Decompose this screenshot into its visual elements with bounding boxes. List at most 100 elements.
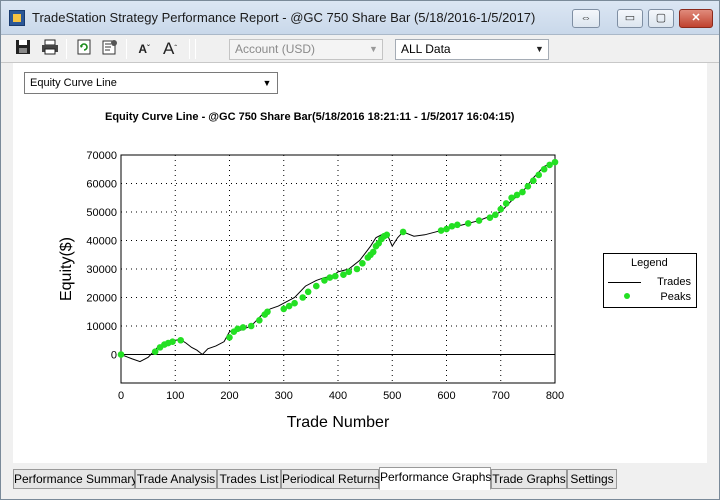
peak-point xyxy=(513,191,521,199)
chevron-down-icon: ▼ xyxy=(369,44,378,54)
maximize-button[interactable]: ▢ xyxy=(648,9,674,28)
peak-point xyxy=(326,274,334,281)
x-axis-label: Trade Number xyxy=(287,414,390,431)
peak-point xyxy=(551,158,559,166)
peak-point xyxy=(247,322,255,330)
peak-point xyxy=(256,317,263,324)
x-tick-label: 500 xyxy=(383,390,401,402)
x-tick-label: 800 xyxy=(546,390,564,402)
graph-type-value: Equity Curve Line xyxy=(30,77,117,89)
graph-type-select[interactable]: Equity Curve Line ▼ xyxy=(24,72,278,94)
peak-point xyxy=(353,265,361,273)
x-tick-label: 600 xyxy=(437,390,455,402)
restore-button[interactable]: ⇔ xyxy=(572,9,600,28)
peak-point xyxy=(331,272,339,280)
toolbar-separator xyxy=(126,39,127,59)
tab-performance-graphs[interactable]: Performance Graphs xyxy=(379,467,491,490)
chevron-down-icon[interactable]: ▼ xyxy=(262,78,272,88)
tab-trade-graphs[interactable]: Trade Graphs xyxy=(491,469,567,489)
peak-point xyxy=(239,324,247,331)
peak-point xyxy=(535,171,543,179)
peak-point xyxy=(285,302,293,310)
toolbar-separator xyxy=(66,39,67,59)
properties-icon[interactable] xyxy=(99,39,121,59)
y-tick-label: 50000 xyxy=(86,207,117,219)
minimize-button[interactable]: ▭ xyxy=(617,9,643,28)
legend-peaks-swatch xyxy=(624,293,630,299)
peak-point xyxy=(340,271,347,278)
peak-point xyxy=(169,338,176,345)
toolbar-separator xyxy=(189,39,190,59)
tab-settings[interactable]: Settings xyxy=(567,469,617,489)
decrease-font-icon[interactable]: Aˇ xyxy=(138,42,150,56)
legend-trades-swatch xyxy=(608,282,641,283)
peak-point xyxy=(540,165,548,173)
peak-point xyxy=(291,299,298,307)
peak-point xyxy=(497,205,505,213)
data-range-combo[interactable]: ALL Data ▼ xyxy=(395,39,549,60)
peak-point xyxy=(299,294,307,301)
peak-point xyxy=(177,336,184,344)
peak-point xyxy=(454,221,461,229)
y-tick-label: 20000 xyxy=(86,293,117,305)
tab-trade-analysis[interactable]: Trade Analysis xyxy=(135,469,217,489)
y-axis-label: Equity($) xyxy=(58,237,75,301)
peak-point xyxy=(530,177,537,184)
print-icon[interactable] xyxy=(39,39,61,59)
peak-point xyxy=(369,248,377,256)
x-tick-label: 100 xyxy=(166,390,184,402)
data-range-value: ALL Data xyxy=(401,42,451,56)
peak-point xyxy=(280,305,288,313)
window-title: TradeStation Strategy Performance Report… xyxy=(32,10,536,25)
increase-font-icon[interactable]: Aˆ xyxy=(162,39,177,58)
account-currency-value: Account (USD) xyxy=(235,42,316,56)
refresh-icon[interactable] xyxy=(73,39,95,59)
peak-point xyxy=(359,260,366,267)
y-tick-label: 0 xyxy=(111,350,117,362)
peak-point xyxy=(464,220,472,227)
y-tick-label: 60000 xyxy=(86,179,117,191)
peak-point xyxy=(264,308,271,316)
peak-point xyxy=(486,214,494,221)
title-bar: TradeStation Strategy Performance Report… xyxy=(1,1,719,35)
x-tick-label: 0 xyxy=(118,390,124,402)
peak-point xyxy=(524,183,532,190)
peak-point xyxy=(519,188,526,196)
account-currency-combo: Account (USD) ▼ xyxy=(229,39,383,60)
y-tick-label: 70000 xyxy=(86,150,117,162)
tab-trades-list[interactable]: Trades List xyxy=(217,469,281,489)
peak-point xyxy=(437,227,445,234)
close-button[interactable]: ✕ xyxy=(679,9,713,28)
x-tick-label: 700 xyxy=(492,390,510,402)
peak-point xyxy=(313,282,320,290)
peak-point xyxy=(492,211,499,219)
chart-legend: Legend Trades Peaks xyxy=(603,253,697,308)
peak-point xyxy=(151,348,159,355)
y-tick-label: 30000 xyxy=(86,264,117,276)
toolbar-separator xyxy=(195,39,196,59)
peak-point xyxy=(383,231,391,239)
app-icon xyxy=(9,10,25,26)
toolbar: Aˇ Aˆ Account (USD) ▼ ALL Data ▼ xyxy=(1,35,719,63)
equity-chart: 0 100 200 300 400 500 600 700 800 0 10000 20000 3000… xyxy=(58,150,564,431)
legend-title: Legend xyxy=(631,257,668,269)
peak-point xyxy=(508,194,515,202)
tab-performance-summary[interactable]: Performance Summary xyxy=(13,469,137,489)
legend-peaks-label: Peaks xyxy=(660,291,691,303)
chart-title: Equity Curve Line - @GC 750 Share Bar(5/… xyxy=(105,111,515,123)
legend-trades-label: Trades xyxy=(657,276,691,288)
x-tick-label: 200 xyxy=(220,390,238,402)
chevron-down-icon[interactable]: ▼ xyxy=(535,44,544,54)
y-tick-label: 40000 xyxy=(86,236,117,248)
save-icon[interactable] xyxy=(12,39,34,59)
peak-point xyxy=(226,334,233,341)
report-tabs: Performance Summary Trade Analysis Trade… xyxy=(13,467,713,490)
y-tick-label: 10000 xyxy=(86,321,117,333)
peak-point xyxy=(345,268,353,276)
peak-point xyxy=(117,351,125,358)
peak-point xyxy=(321,277,328,284)
peak-point xyxy=(443,225,450,233)
tab-periodical-returns[interactable]: Periodical Returns xyxy=(281,469,380,489)
peak-point xyxy=(502,200,510,207)
